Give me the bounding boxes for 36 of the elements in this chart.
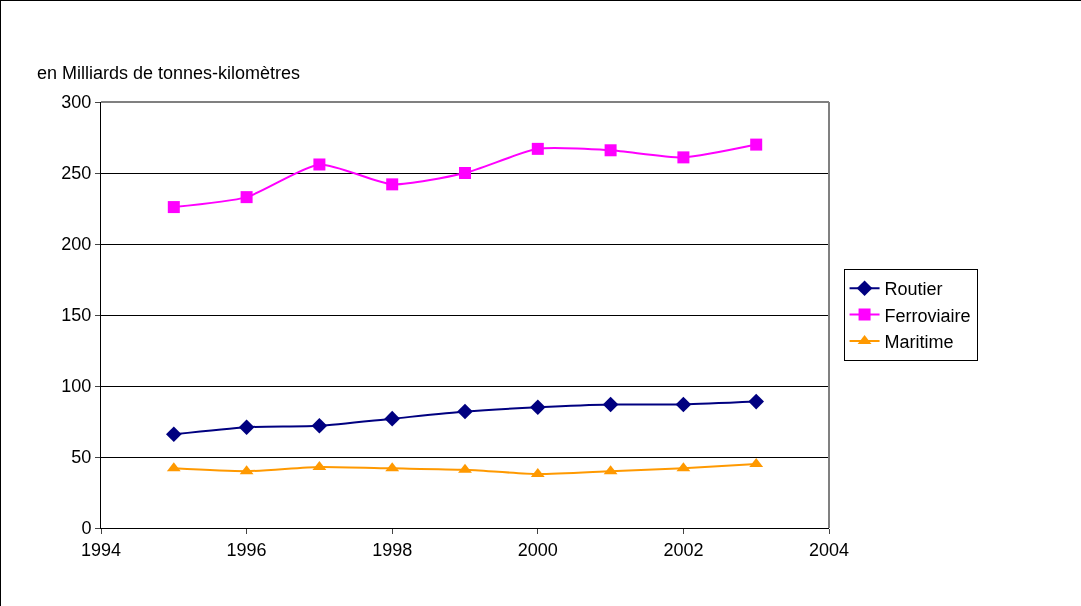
point [602,396,619,413]
x-tick-label: 1996 [226,539,267,560]
legend-label: Routier [884,279,943,300]
y-axis-title: en Milliards de tonnes-kilomètres [37,63,301,83]
y-tick-label: 50 [71,447,92,468]
x-tick-label: 2000 [517,539,558,560]
point [750,138,763,151]
point [459,167,471,179]
legend-label: Maritime [884,332,954,353]
y-tick-label: 150 [61,305,92,326]
point [240,191,253,204]
point [313,158,326,171]
point [166,426,182,443]
point [386,178,399,191]
point [604,144,617,157]
legend-label: Ferroviaire [884,305,971,326]
point [238,419,255,435]
point [458,463,472,473]
x-tick-label: 2004 [808,539,850,560]
point [530,399,546,416]
y-tick-label: 250 [61,163,92,184]
point [457,403,473,420]
point [675,396,692,413]
point [531,142,544,155]
point [384,410,400,427]
y-tick-label: 300 [61,92,92,113]
x-tick-label: 2002 [663,539,704,560]
x-tick-label: 1994 [80,539,122,560]
y-tick-label: 100 [61,376,92,397]
point [311,417,328,434]
y-tick-label: 200 [61,234,92,255]
point [677,151,690,164]
x-tick-label: 1998 [372,539,413,560]
point [167,201,180,214]
point [748,393,764,410]
y-tick-label: 0 [81,518,92,539]
